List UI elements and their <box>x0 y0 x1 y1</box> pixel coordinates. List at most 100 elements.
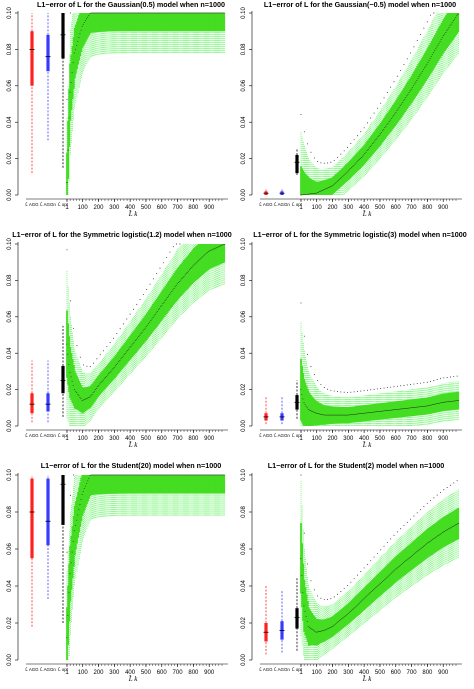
k-outlier <box>337 156 338 158</box>
k-box <box>112 475 115 494</box>
k-box <box>139 475 141 494</box>
k-box <box>111 13 114 32</box>
k-box <box>305 175 308 195</box>
k-box <box>84 475 87 507</box>
chart-title: L1−error of L for the Student(2) model w… <box>268 461 444 470</box>
x-axis-label: L̂ k <box>362 441 373 449</box>
k-outlier <box>383 97 385 99</box>
k-outlier <box>406 58 408 60</box>
k-box <box>109 475 112 494</box>
k-box <box>453 13 456 37</box>
k-outlier <box>396 531 398 533</box>
k-box <box>117 13 119 32</box>
k-outlier <box>360 390 362 392</box>
k-outlier <box>380 102 382 104</box>
estimator-label: L̂ AGG <box>259 667 273 672</box>
estimator-label: L̂ AGG <box>259 202 273 207</box>
k-box <box>198 244 201 278</box>
k-box <box>192 13 195 32</box>
k-outlier <box>353 139 355 141</box>
k-box <box>151 13 154 32</box>
k-box <box>173 475 176 494</box>
k-box <box>130 13 133 32</box>
k-box <box>221 244 223 264</box>
k-outlier <box>317 161 319 162</box>
x-tick-label: 600 <box>391 205 402 211</box>
k-box <box>108 475 110 494</box>
k-box <box>306 388 309 426</box>
x-tick-label: 100 <box>312 205 323 211</box>
k-box <box>93 475 96 495</box>
k-box <box>180 13 182 32</box>
k-outlier <box>373 388 375 390</box>
k-box <box>217 13 220 32</box>
k-outlier <box>440 378 441 380</box>
k-box <box>214 13 217 32</box>
k-outlier <box>317 380 319 381</box>
x-tick-label: 200 <box>327 670 338 676</box>
k-box <box>164 475 167 494</box>
k-box <box>323 180 326 195</box>
k-box <box>171 13 174 32</box>
x-tick-label: 100 <box>78 205 89 211</box>
k-box <box>150 13 153 32</box>
k-outlier <box>380 549 382 551</box>
k-box <box>91 475 94 495</box>
k-box <box>82 475 85 513</box>
k-box <box>121 475 124 494</box>
k-outlier <box>423 382 425 384</box>
x-tick-label: 200 <box>327 205 338 211</box>
k-outlier <box>310 580 312 582</box>
k-box <box>146 475 149 494</box>
k-box <box>217 244 220 265</box>
k-box <box>181 475 184 494</box>
k-outlier <box>440 491 441 493</box>
k-outlier <box>406 384 408 386</box>
k-outlier <box>423 27 425 29</box>
k-box <box>81 13 84 48</box>
k-outlier <box>370 560 372 562</box>
k-outlier <box>393 81 395 83</box>
k-box <box>191 13 194 32</box>
k-outlier <box>416 383 418 385</box>
k-box <box>182 13 185 32</box>
k-box <box>449 13 452 44</box>
k-box <box>132 13 135 32</box>
x-tick-label: 300 <box>109 436 120 442</box>
k-outlier <box>410 384 412 385</box>
k-box <box>138 13 140 32</box>
k-outlier <box>323 387 325 389</box>
k-outlier <box>330 598 332 600</box>
chart-title: L1−error of L for the Symmetric logistic… <box>12 230 232 239</box>
k-box <box>169 475 171 494</box>
k-box <box>450 13 453 42</box>
k-outlier <box>366 389 368 391</box>
x-tick-label: 500 <box>375 436 386 442</box>
y-tick-label: 0.08 <box>241 274 247 286</box>
k-box <box>183 475 186 494</box>
estimator-label: L̂ AGGn <box>274 433 290 438</box>
x-axis-label: L̂ k <box>128 675 139 683</box>
chart-title: L1−error of L for the Symmetric logistic… <box>253 230 467 239</box>
k-outlier <box>406 521 408 523</box>
k-box <box>198 13 201 32</box>
k-box <box>92 13 95 33</box>
x-tick-label: 600 <box>391 670 402 676</box>
k-box <box>153 13 156 32</box>
k-box <box>140 475 143 494</box>
k-outlier <box>396 385 398 387</box>
k-box <box>452 13 455 39</box>
k-box <box>148 13 150 32</box>
k-outlier <box>450 376 451 378</box>
estimator-box <box>61 475 65 525</box>
k-box <box>87 475 89 502</box>
k-box <box>176 475 179 494</box>
k-box <box>111 475 114 494</box>
k-box <box>88 13 91 36</box>
k-box <box>142 475 145 494</box>
k-box <box>451 13 454 41</box>
k-box <box>164 13 167 32</box>
k-outlier <box>123 323 124 325</box>
x-tick-label: 1 <box>65 205 69 211</box>
k-box <box>152 475 155 494</box>
